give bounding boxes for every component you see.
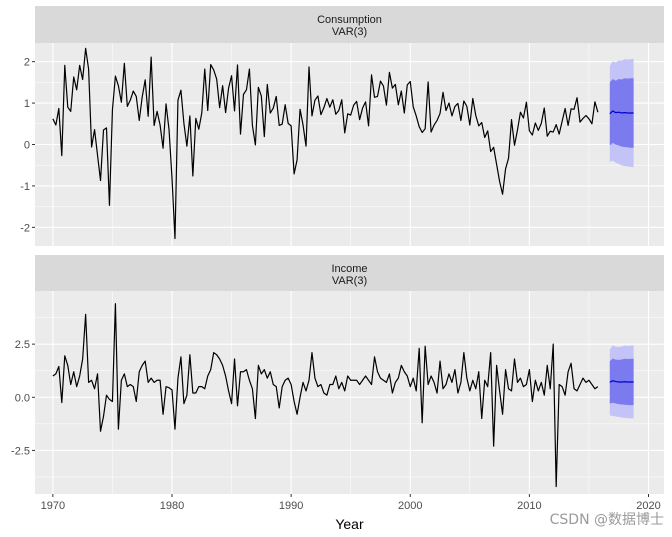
consumption-y-axis: -2 -1 0 1 2 bbox=[20, 57, 35, 234]
income-strip-model: VAR(3) bbox=[332, 275, 367, 287]
y-tick-label: 1 bbox=[24, 98, 30, 110]
x-axis-label: Year bbox=[335, 516, 364, 532]
historical-series-line bbox=[52, 47, 599, 240]
x-axis: 1970 1980 1990 2000 2010 2020 bbox=[41, 494, 661, 512]
y-tick-label: 0.0 bbox=[15, 392, 30, 404]
consumption-strip-model: VAR(3) bbox=[332, 26, 367, 38]
x-tick-label: 1980 bbox=[160, 500, 184, 512]
y-tick-label: -1 bbox=[20, 181, 30, 193]
consumption-lines bbox=[52, 47, 634, 240]
income-panel: Income VAR(3) -2.5 0.0 2.5 bbox=[11, 255, 664, 494]
income-strip bbox=[35, 255, 664, 291]
income-strip-title: Income bbox=[331, 263, 367, 275]
x-tick-label: 2020 bbox=[636, 500, 660, 512]
consumption-strip-title: Consumption bbox=[317, 14, 382, 26]
consumption-panel: Consumption VAR(3) -2 -1 0 1 2 bbox=[20, 6, 664, 246]
income-lines bbox=[52, 303, 634, 488]
x-tick-label: 2010 bbox=[517, 500, 541, 512]
forecast-mean-line bbox=[609, 110, 634, 115]
y-tick-label: 0 bbox=[24, 140, 30, 152]
consumption-strip bbox=[35, 6, 664, 43]
historical-series-line bbox=[52, 303, 599, 488]
y-tick-label: 2.5 bbox=[15, 339, 30, 351]
x-tick-label: 1970 bbox=[41, 500, 65, 512]
income-plot-area bbox=[35, 291, 664, 494]
x-tick-label: 2000 bbox=[398, 500, 422, 512]
income-y-axis: -2.5 0.0 2.5 bbox=[11, 339, 35, 457]
y-tick-label: 2 bbox=[24, 57, 30, 69]
y-tick-label: -2 bbox=[20, 222, 30, 234]
y-tick-label: -2.5 bbox=[11, 445, 30, 457]
x-tick-label: 1990 bbox=[279, 500, 303, 512]
forecast-mean-line bbox=[609, 380, 634, 383]
watermark-text: CSDN @数据博士 bbox=[550, 511, 664, 528]
consumption-gridlines bbox=[35, 43, 664, 246]
